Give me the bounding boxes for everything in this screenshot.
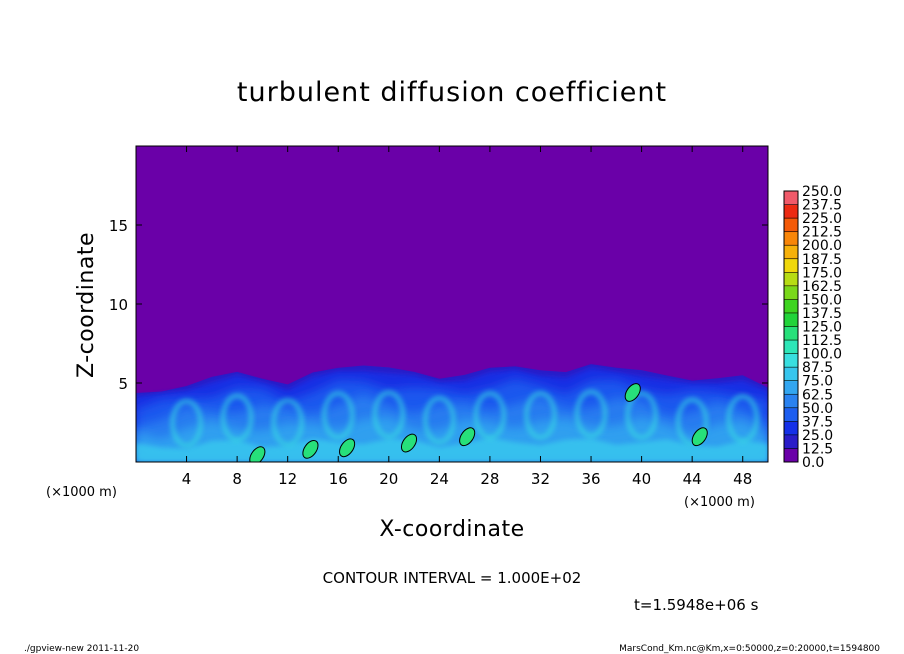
eddy-mark [726,394,760,444]
x-tick-label: 44 [683,470,702,488]
x-axis: 4 8 12 16 20 24 28 32 36 40 44 48 [182,146,752,488]
colorbar-segment [784,394,798,409]
contour-patch [691,427,708,447]
contour-interval-text: CONTOUR INTERVAL = 1.000E+02 [323,569,582,587]
eddy-mark [625,390,659,440]
eddy-mark [321,390,355,440]
x-tick-label: 36 [581,470,600,488]
colorbar-label: 187.5 [802,252,842,268]
colorbar-label: 125.0 [802,320,842,336]
colorbar-segment [784,285,798,300]
colorbar-label: 200.0 [802,238,842,254]
footer-right-text: MarsCond_Km.nc@Km,x=0:50000,z=0:20000,t=… [619,644,880,654]
chart-title: turbulent diffusion coefficient [237,77,667,108]
x-tick-label: 20 [379,470,398,488]
x-axis-title: X-coordinate [379,517,524,542]
colorbar-segment [784,299,798,314]
x-tick-label: 8 [232,470,242,488]
x-tick-label: 12 [278,470,297,488]
eddy-mark [422,395,456,445]
colorbar-label: 162.5 [802,279,842,295]
colorbar: 0.012.525.037.550.062.575.087.5100.0112.… [783,184,842,471]
colorbar-label: 87.5 [802,360,833,376]
colorbar-segment [784,421,798,436]
colorbar-segment [784,312,798,327]
colorbar-segment [784,204,798,219]
eddy-mark [473,390,507,440]
x-tick-label: 16 [329,470,348,488]
colorbar-label: 225.0 [802,211,842,227]
colorbar-segment [784,340,798,355]
colorbar-segment [784,191,798,206]
colorbar-segment [784,407,798,422]
field-layer [136,364,768,462]
colorbar-label: 12.5 [802,441,833,457]
eddy-mark [523,390,557,440]
x-tick-label: 24 [430,470,449,488]
x-tick-label: 48 [733,470,752,488]
colorbar-label: 212.5 [802,225,842,241]
x-tick-label: 32 [531,470,550,488]
colorbar-segment [784,434,798,449]
eddy-mark [574,389,608,439]
colorbar-segment [784,245,798,260]
colorbar-label: 100.0 [802,347,842,363]
time-text: t=1.5948e+06 s [634,596,759,614]
colorbar-segment [784,272,798,287]
colorbar-segment [784,258,798,273]
y-axis-title: Z-coordinate [74,232,99,378]
eddy-mark [271,398,305,447]
y-unit-label: (×1000 m) [46,485,117,500]
colorbar-segment [784,367,798,382]
contour-patch [459,427,476,447]
colorbar-label: 75.0 [802,374,833,390]
colorbar-label: 37.5 [802,414,833,430]
contour-patch [302,439,319,459]
x-tick-label: 28 [480,470,499,488]
colorbar-label: 137.5 [802,306,842,322]
contour-patch [400,433,418,453]
colorbar-label: 250.0 [802,184,842,200]
y-axis: 5 10 15 [109,217,768,393]
colorbar-segment [784,231,798,246]
colorbar-segment [784,326,798,341]
patch-layer [249,383,708,462]
contour-patch [624,383,641,402]
contour-patch [339,438,356,458]
x-tick-label: 40 [632,470,651,488]
colorbar-segment [784,448,798,463]
colorbar-segment [784,353,798,368]
colorbar-label: 0.0 [802,455,824,471]
contour-patch [249,446,266,462]
y-tick-label: 15 [109,217,128,235]
field-band-5 [136,437,768,462]
colorbar-segment [784,218,798,233]
y-tick-label: 10 [109,296,128,314]
x-tick-label: 4 [182,470,192,488]
colorbar-segment [784,380,798,395]
y-tick-label: 5 [118,375,128,393]
eddy-mark [170,398,204,448]
eddy-mark [372,390,406,440]
colorbar-label: 25.0 [802,428,833,444]
colorbar-label: 175.0 [802,265,842,281]
colorbar-label: 112.5 [802,333,842,349]
eddy-mark [220,393,254,443]
colorbar-label: 62.5 [802,387,833,403]
colorbar-label: 150.0 [802,292,842,308]
colorbar-label: 50.0 [802,401,833,417]
colorbar-label: 237.5 [802,198,842,214]
footer-left-text: ./gpview-new 2011-11-20 [24,644,139,654]
x-unit-label: (×1000 m) [684,495,755,510]
eddy-mark [675,397,709,447]
